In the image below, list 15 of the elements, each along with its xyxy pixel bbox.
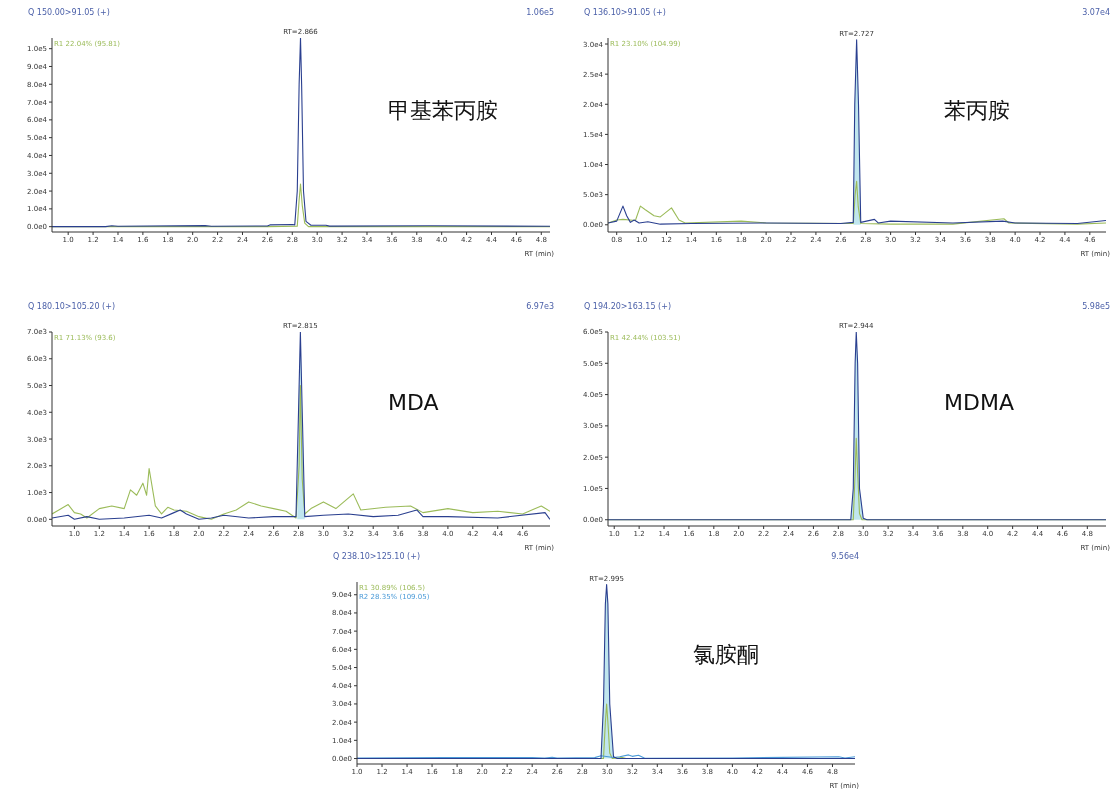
annotation: 苯丙胺 (944, 97, 1010, 125)
annotation: MDMA (944, 390, 1014, 415)
annotation: 甲基苯丙胺 (388, 97, 498, 125)
chart-title: Q 136.10>91.05 (+) (584, 8, 666, 17)
annotation: MDA (388, 390, 439, 415)
chart-title: Q 150.00>91.05 (+) (28, 8, 110, 17)
chart-title: Q 238.10>125.10 (+) (333, 552, 421, 561)
chart-subtitle: 3.07e4 (1082, 8, 1110, 17)
chart-subtitle: 5.98e5 (1082, 302, 1110, 311)
chart-subtitle: 6.97e3 (526, 302, 554, 311)
chart-subtitle: 9.56e4 (831, 552, 859, 561)
chart-subtitle: 1.06e5 (526, 8, 554, 17)
chart-title: Q 194.20>163.15 (+) (584, 302, 672, 311)
annotation: 氯胺酮 (693, 641, 759, 669)
chart-title: Q 180.10>105.20 (+) (28, 302, 116, 311)
